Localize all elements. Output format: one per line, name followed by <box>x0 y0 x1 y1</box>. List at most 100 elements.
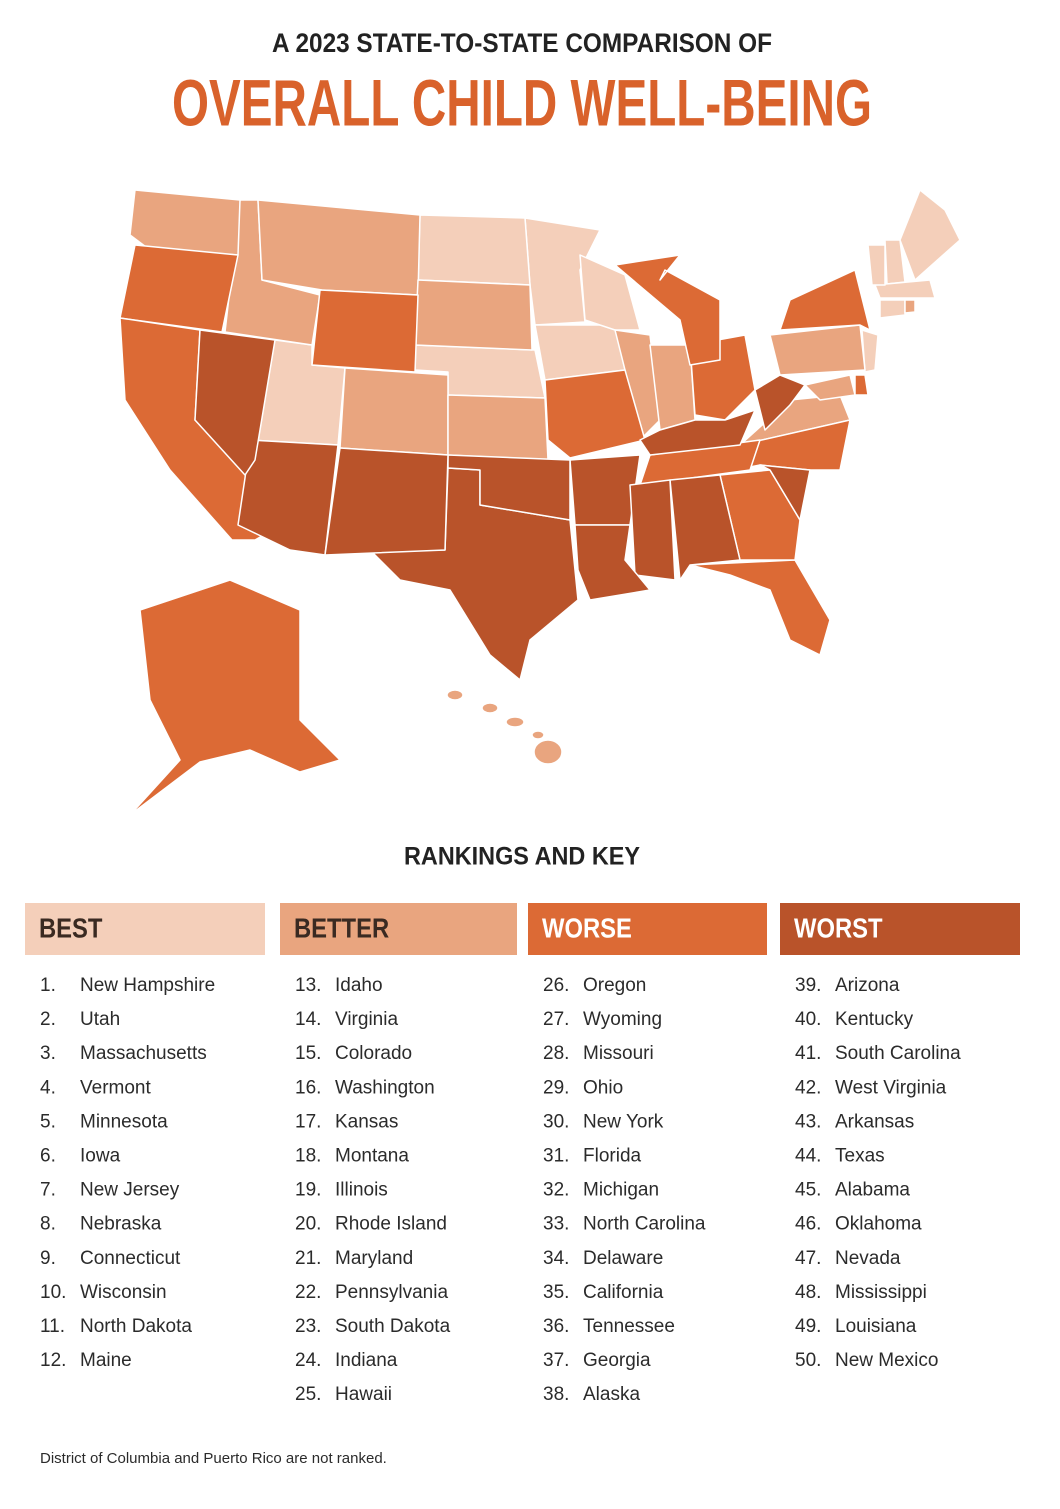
state-name: Idaho <box>335 975 383 996</box>
state-shape <box>669 474 741 581</box>
rank: 11. <box>40 1316 65 1337</box>
rank: 36. <box>543 1316 569 1337</box>
state-name: Illinois <box>335 1180 388 1201</box>
state-shape <box>311 289 419 373</box>
state-name: Maryland <box>335 1248 413 1269</box>
rank: 45. <box>795 1180 821 1201</box>
state-name: Virginia <box>335 1009 398 1030</box>
state-shape <box>447 394 549 461</box>
state-shape <box>854 374 869 396</box>
rank: 18. <box>295 1146 321 1167</box>
tier-name: BETTER <box>294 912 389 944</box>
state-name: Delaware <box>583 1248 663 1269</box>
state-name: Alabama <box>835 1180 910 1201</box>
state-shape <box>759 464 811 521</box>
state-name: Kansas <box>335 1111 398 1132</box>
rank: 15. <box>295 1043 321 1064</box>
rank: 23. <box>295 1316 321 1337</box>
rank: 9. <box>40 1248 56 1269</box>
tier-name: WORST <box>794 912 883 944</box>
state-name: Arizona <box>835 975 900 996</box>
rank: 44. <box>795 1146 821 1167</box>
state-name: Florida <box>583 1146 642 1167</box>
rank: 42. <box>795 1077 821 1098</box>
state-name: Alaska <box>583 1384 640 1405</box>
state-name: Michigan <box>583 1180 659 1201</box>
rank: 32. <box>543 1180 569 1201</box>
state-name: Hawaii <box>335 1384 392 1405</box>
state-shape <box>194 329 276 476</box>
state-shape <box>533 739 563 765</box>
state-name: Washington <box>335 1077 435 1098</box>
state-shape <box>505 716 525 728</box>
rank: 47. <box>795 1248 821 1269</box>
rank: 26. <box>543 975 569 996</box>
title: OVERALL CHILD WELL-BEING <box>172 65 872 139</box>
rank: 4. <box>40 1077 56 1098</box>
state-shape <box>569 454 641 526</box>
state-name: Oregon <box>583 975 646 996</box>
state-shape <box>257 199 421 296</box>
rank: 40. <box>795 1009 821 1030</box>
state-shape <box>614 254 721 366</box>
state-name: Nevada <box>835 1248 901 1269</box>
state-name: North Carolina <box>583 1214 706 1235</box>
rank: 7. <box>40 1180 56 1201</box>
rank: 50. <box>795 1350 821 1371</box>
state-name: Indiana <box>335 1350 398 1371</box>
state-shape <box>531 730 545 740</box>
tier-swatch <box>528 903 767 955</box>
state-name: Minnesota <box>80 1111 168 1132</box>
rank: 38. <box>543 1384 569 1405</box>
state-shape <box>579 254 641 331</box>
state-shape <box>129 579 341 816</box>
state-shape <box>754 374 806 431</box>
rank: 31. <box>543 1146 569 1167</box>
state-name: Colorado <box>335 1043 412 1064</box>
rank: 37. <box>543 1350 569 1371</box>
rank: 34. <box>543 1248 569 1269</box>
rank: 30. <box>543 1111 569 1132</box>
state-shape <box>879 299 906 319</box>
state-shape <box>779 269 871 331</box>
state-shape <box>769 324 866 376</box>
state-name: Maine <box>80 1350 132 1371</box>
footnote: District of Columbia and Puerto Rico are… <box>40 1450 387 1467</box>
state-shape <box>339 367 449 456</box>
state-shape <box>129 189 241 256</box>
state-name: Georgia <box>583 1350 651 1371</box>
state-name: Missouri <box>583 1043 654 1064</box>
rank: 19. <box>295 1180 321 1201</box>
state-name: Nebraska <box>80 1214 162 1235</box>
state-shape <box>614 329 661 441</box>
state-shape <box>629 479 676 581</box>
state-name: Utah <box>80 1009 120 1030</box>
rank: 12. <box>40 1350 66 1371</box>
rank: 16. <box>295 1077 321 1098</box>
rank: 22. <box>295 1282 321 1303</box>
rank: 21. <box>295 1248 321 1269</box>
state-name: California <box>583 1282 664 1303</box>
state-name: New York <box>583 1111 664 1132</box>
state-shape <box>324 447 449 556</box>
state-shape <box>417 214 531 286</box>
tier-name: BEST <box>39 912 103 944</box>
rank: 10. <box>40 1282 66 1303</box>
state-name: Vermont <box>80 1077 151 1098</box>
state-name: New Hampshire <box>80 975 215 996</box>
state-shape <box>899 189 961 281</box>
rank: 25. <box>295 1384 321 1405</box>
rank: 29. <box>543 1077 569 1098</box>
rank: 27. <box>543 1009 569 1030</box>
rank: 39. <box>795 975 821 996</box>
rank: 3. <box>40 1043 56 1064</box>
state-name: Louisiana <box>835 1316 917 1337</box>
state-name: West Virginia <box>835 1077 947 1098</box>
state-shape <box>904 299 916 314</box>
tier-name: WORSE <box>542 912 632 944</box>
us-map <box>119 189 961 816</box>
state-name: Iowa <box>80 1146 121 1167</box>
state-shape <box>119 244 239 333</box>
